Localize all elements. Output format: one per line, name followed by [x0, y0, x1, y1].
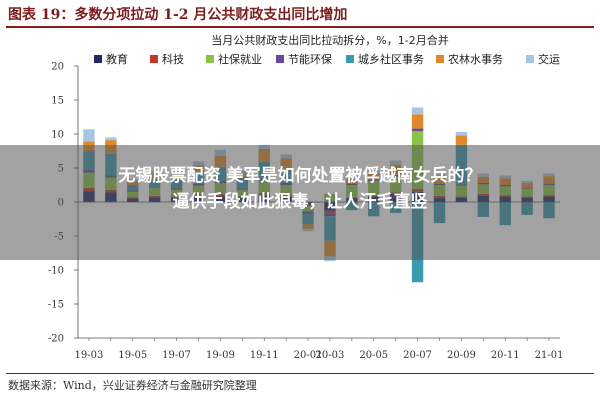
- figure-title: 图表 19：多数分项拉动 1-2 月公共财政支出同比增加: [8, 7, 348, 23]
- bar-segment: [105, 137, 117, 141]
- legend-label: 科技: [162, 52, 184, 66]
- legend-label: 城乡社区事务: [358, 52, 424, 66]
- legend-swatch: [346, 55, 354, 63]
- headline-line-2[interactable]: 逼供手段如此狠毒，让人汗毛直竖: [172, 192, 428, 212]
- legend-swatch: [150, 55, 158, 63]
- legend-label: 交运: [538, 52, 560, 66]
- legend: 教育 科技 社保就业 节能环保 城乡社区事务 农林水事务 交运: [94, 52, 560, 66]
- chart-title: 当月公共财政支出同比拉动拆分，%，1-2月合并: [211, 33, 448, 47]
- x-tick-label: 20-03: [316, 350, 345, 361]
- legend-swatch: [436, 55, 444, 63]
- x-tick-label: 19-09: [206, 350, 235, 361]
- source-note: 数据来源：Wind，兴业证券经济与金融研究院整理: [8, 379, 257, 392]
- bar-segment: [411, 114, 424, 129]
- x-tick-label: 19-07: [162, 350, 191, 361]
- y-tick-label: 15: [51, 96, 64, 107]
- legend-swatch: [94, 55, 102, 63]
- bar-segment: [455, 131, 468, 136]
- x-tick-label: 21-01: [535, 350, 564, 361]
- x-tick-label: 19-05: [118, 350, 147, 361]
- legend-label: 节能环保: [288, 52, 332, 66]
- x-tick-label: 20-07: [403, 350, 432, 361]
- x-tick-label: 19-11: [250, 350, 279, 361]
- y-tick-label: -10: [48, 266, 64, 277]
- headline-line-1[interactable]: 无锡股票配资 美军是如何处置被俘越南女兵的？: [118, 166, 482, 186]
- bar-segment: [83, 129, 95, 142]
- y-tick-label: -20: [48, 334, 64, 345]
- legend-swatch: [526, 55, 534, 63]
- y-tick-label: -15: [48, 300, 64, 311]
- y-tick-label: 20: [51, 62, 64, 73]
- bar-segment: [411, 107, 424, 115]
- source-rule: [6, 373, 594, 374]
- legend-swatch: [276, 55, 284, 63]
- legend-label: 教育: [106, 52, 128, 66]
- x-tick-label: 20-05: [359, 350, 388, 361]
- bar-segment: [455, 135, 468, 145]
- headline-overlay: [0, 145, 600, 260]
- legend-label: 农林水事务: [448, 52, 503, 66]
- y-tick-label: 10: [51, 130, 64, 141]
- title-rule: [6, 26, 594, 28]
- headline[interactable]: 无锡股票配资 美军是如何处置被俘越南女兵的？ 逼供手段如此狠毒，让人汗毛直竖: [0, 163, 600, 215]
- bar-segment: [411, 128, 424, 132]
- x-tick-label: 19-03: [75, 350, 104, 361]
- x-tick-label: 20-11: [491, 350, 520, 361]
- legend-label: 社保就业: [218, 52, 262, 66]
- legend-swatch: [206, 55, 214, 63]
- x-tick-label: 20-09: [447, 350, 476, 361]
- x-tick-label: 20-01: [294, 350, 323, 361]
